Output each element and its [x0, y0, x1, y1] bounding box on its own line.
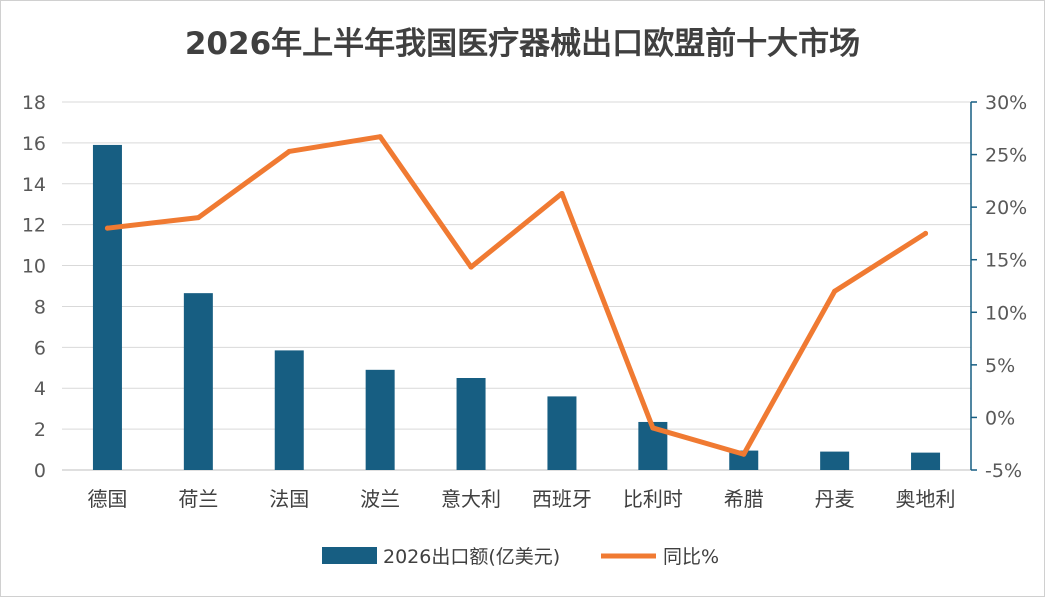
category-label: 德国: [87, 487, 127, 511]
bar: [92, 144, 122, 470]
left-tick-label: 8: [34, 296, 46, 318]
category-label: 丹麦: [815, 487, 855, 511]
chart-title: 2026年上半年我国医疗器械出口欧盟前十大市场: [184, 26, 861, 62]
category-label: 希腊: [724, 487, 764, 511]
bar: [365, 369, 395, 470]
x-axis: 德国 荷兰 法国 波兰 意大利 西班牙 比利时 希腊 丹麦 奥地利: [87, 487, 955, 511]
right-tick-label: 0%: [985, 407, 1015, 429]
right-tick-label: 30%: [985, 92, 1027, 114]
bar-series: [92, 144, 941, 470]
left-tick-label: 10: [22, 256, 46, 278]
legend-bar-swatch: [322, 547, 377, 564]
category-label: 西班牙: [532, 487, 592, 511]
line-point: [377, 134, 383, 140]
legend: 2026出口额(亿美元) 同比%: [322, 546, 719, 568]
right-tick-label: 25%: [985, 145, 1027, 167]
bar: [456, 378, 486, 470]
category-label: 奥地利: [896, 487, 956, 511]
left-tick-label: 12: [22, 215, 46, 237]
line-point: [104, 225, 110, 231]
gridlines: [62, 101, 971, 471]
category-label: 意大利: [441, 487, 501, 511]
bar: [183, 293, 213, 470]
left-axis: 0 2 4 6 8 10 12 14 16 18: [22, 92, 46, 482]
line-point: [832, 288, 838, 294]
line-point: [468, 264, 474, 270]
category-label: 比利时: [623, 487, 683, 511]
category-label: 荷兰: [178, 487, 218, 511]
bar: [274, 350, 304, 470]
right-tick-label: 10%: [985, 302, 1027, 324]
left-tick-label: 4: [34, 378, 46, 400]
left-tick-label: 14: [22, 174, 46, 196]
right-tick-label: -5%: [985, 460, 1022, 482]
line-series-path: [104, 134, 929, 457]
right-tick-label: 20%: [985, 197, 1027, 219]
line-point: [923, 230, 929, 236]
left-tick-label: 2: [34, 419, 46, 441]
line-point: [559, 190, 565, 196]
line-point: [286, 148, 292, 154]
right-tick-label: 5%: [985, 355, 1015, 377]
legend-line-label: 同比%: [663, 546, 719, 568]
right-tick-label: 15%: [985, 250, 1027, 272]
line-point: [741, 451, 747, 457]
bar: [547, 396, 577, 470]
left-tick-label: 16: [22, 133, 46, 155]
left-tick-label: 0: [34, 460, 46, 482]
category-label: 法国: [269, 487, 309, 511]
legend-bar-label: 2026出口额(亿美元): [383, 546, 560, 568]
bar: [729, 450, 759, 470]
line-point: [650, 425, 656, 431]
left-tick-label: 18: [22, 92, 46, 114]
right-axis: -5% 0% 5% 10% 15% 20% 25% 30%: [970, 92, 1027, 482]
line-point: [195, 215, 201, 221]
bar: [820, 451, 850, 470]
line-series: [104, 134, 929, 457]
category-label: 波兰: [360, 487, 400, 511]
bar: [911, 452, 941, 470]
left-tick-label: 6: [34, 337, 46, 359]
